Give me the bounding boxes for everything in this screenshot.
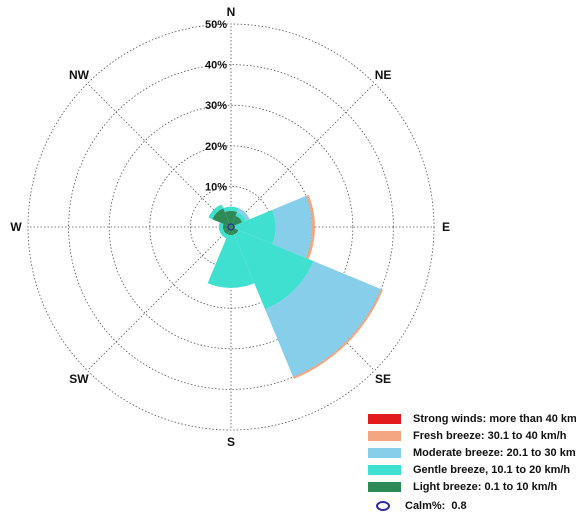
- petal-sw-series-1: [219, 230, 228, 239]
- petal-ne-series-0: [231, 215, 243, 227]
- legend-swatch: [368, 413, 401, 424]
- legend-item: Moderate breeze: 20.1 to 30 km/h: [368, 444, 576, 461]
- petal-se-series-2: [265, 261, 382, 378]
- legend-label: Light breeze: 0.1 to 10 km/h: [413, 480, 558, 493]
- ring-label: 20%: [205, 141, 227, 153]
- legend-item: Strong winds: more than 40 km/h: [368, 410, 576, 427]
- ring-label: 10%: [205, 181, 227, 193]
- grid-spoke: [87, 83, 232, 228]
- petal-w-series-1: [218, 222, 224, 232]
- legend-label: Fresh breeze: 30.1 to 40 km/h: [413, 429, 567, 442]
- petal-s-series-1: [207, 234, 255, 288]
- petal-ne-series-1: [235, 211, 247, 223]
- petal-w-series-0: [222, 223, 231, 231]
- chart-labels: N NE E SE S SW W NW 10% 20% 30% 40% 50%: [10, 5, 450, 449]
- petal-n-series-0: [224, 210, 238, 227]
- legend-swatch: [368, 464, 401, 475]
- ring-label: 30%: [205, 100, 227, 112]
- grid-spoke: [230, 83, 375, 228]
- legend-label: Moderate breeze: 20.1 to 30 km/h: [413, 446, 576, 459]
- petal-nw-series-1: [208, 204, 224, 220]
- direction-label-ne: NE: [375, 68, 392, 82]
- petal-n-series-1: [223, 206, 239, 212]
- petal-e-series-1: [234, 209, 276, 245]
- legend-swatch: [368, 447, 401, 458]
- direction-label-e: E: [442, 220, 450, 234]
- petal-s-series-0: [227, 227, 235, 236]
- direction-label-s: S: [227, 435, 235, 449]
- legend-item: Light breeze: 0.1 to 10 km/h: [368, 478, 568, 495]
- legend-label: Gentle breeze, 10.1 to 20 km/h: [413, 463, 571, 476]
- legend-label: Strong winds: more than 40 km/h: [413, 412, 576, 425]
- calm-circle: [227, 223, 235, 231]
- direction-label-sw: SW: [69, 372, 89, 386]
- grid-ring: [27, 23, 435, 431]
- petal-ne-series-2: [237, 208, 250, 221]
- direction-label-w: W: [10, 220, 22, 234]
- petal-e-series-2: [272, 195, 313, 259]
- petal-se-series-1: [234, 230, 314, 310]
- direction-label-nw: NW: [69, 68, 90, 82]
- direction-label-n: N: [227, 5, 236, 19]
- legend-swatch: [368, 481, 401, 492]
- grid-spoke: [87, 226, 232, 371]
- legend: Strong winds: more than 40 km/h Fresh bre…: [368, 410, 576, 514]
- ring-label: 40%: [205, 60, 227, 72]
- petal-nw-series-0: [212, 208, 231, 227]
- wind-petals: [207, 194, 383, 379]
- grid-ring: [108, 104, 354, 350]
- direction-label-se: SE: [375, 372, 391, 386]
- legend-swatch: [368, 430, 401, 441]
- ring-label: 50%: [205, 19, 227, 31]
- legend-item: Fresh breeze: 30.1 to 40 km/h: [368, 427, 568, 444]
- petal-e-series-3: [306, 194, 316, 260]
- legend-item: Gentle breeze, 10.1 to 20 km/h: [368, 461, 571, 478]
